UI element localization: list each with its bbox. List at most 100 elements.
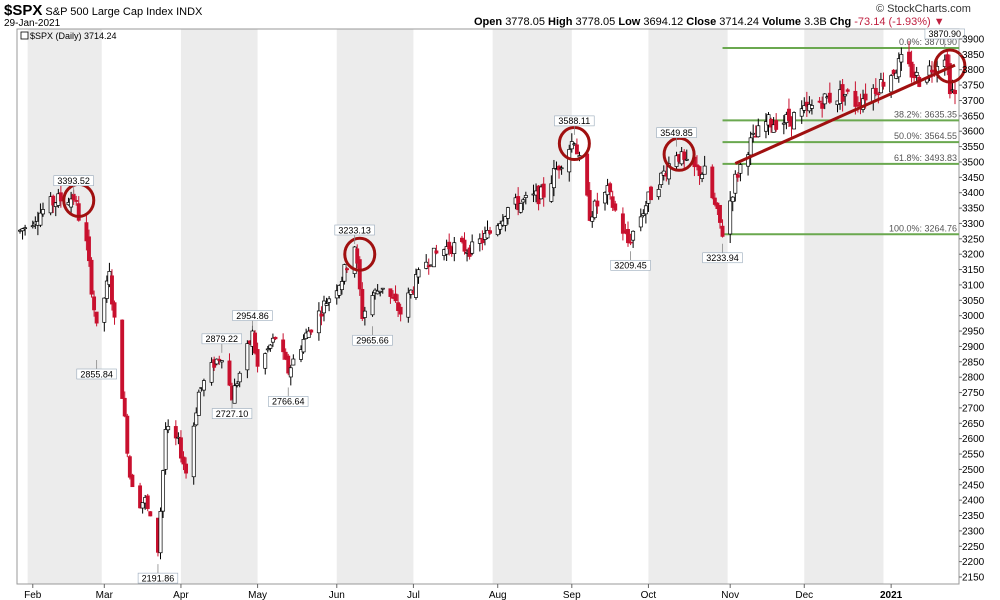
y-tick-label: 3600 [962, 127, 985, 138]
chg-label: Chg [829, 16, 852, 28]
candle-body [610, 196, 615, 208]
candle [748, 131, 753, 166]
candle [444, 239, 449, 261]
candle-body [102, 297, 107, 323]
candle [764, 113, 768, 139]
candle [710, 164, 715, 200]
candle [414, 268, 418, 300]
candle-body [521, 199, 526, 203]
month-band [180, 29, 258, 584]
candle [209, 357, 214, 386]
candle [112, 300, 117, 325]
candle [270, 333, 275, 347]
annotation-box [268, 396, 309, 407]
price-annotation: 2727.10 [211, 399, 253, 419]
annotation-label: 3209.45 [614, 261, 647, 271]
candle-body [306, 330, 311, 338]
y-tick-label: 3250 [962, 234, 985, 245]
candle [728, 191, 733, 244]
candle-body [638, 216, 643, 228]
y-tick-label: 2950 [962, 327, 985, 338]
candle-body [166, 426, 171, 431]
y-tick-label: 2150 [962, 573, 985, 584]
candle-body [145, 495, 150, 509]
candle [470, 234, 475, 256]
candle [253, 330, 257, 355]
close-value: 3714.24 [719, 16, 760, 28]
candle [899, 47, 904, 71]
candle-body [495, 225, 500, 236]
candle [947, 54, 952, 99]
candle-body [684, 158, 689, 161]
candle-body [551, 168, 556, 189]
candle-body [125, 415, 130, 454]
candle [603, 191, 607, 211]
y-tick-label: 2850 [962, 357, 985, 368]
y-tick-label: 3450 [962, 173, 985, 184]
price-annotation: 2855.84 [76, 360, 117, 379]
candle [148, 511, 153, 517]
candle [518, 202, 523, 214]
candle-body [746, 154, 751, 167]
candle-body [414, 274, 418, 298]
annotation-label: 2855.84 [80, 369, 113, 379]
close-label: Close [686, 16, 717, 28]
annotation-label: 3233.13 [338, 225, 371, 235]
candle [337, 284, 342, 299]
candle-body [232, 385, 237, 404]
candle [827, 82, 832, 105]
candle [666, 156, 671, 185]
low-value: 3694.12 [643, 16, 684, 28]
candle [74, 195, 79, 206]
candle-body [820, 102, 825, 109]
candle [907, 40, 911, 67]
candle-body [87, 236, 91, 262]
candle-body [196, 391, 201, 416]
candle-body [245, 343, 250, 371]
annotation-label: 3549.85 [660, 128, 693, 138]
candle [516, 187, 521, 216]
candle-body [327, 298, 332, 303]
candle-body [161, 470, 166, 512]
candle [495, 223, 500, 237]
candle-body [764, 121, 768, 132]
x-tick-label: Nov [721, 590, 739, 600]
candle-body [781, 122, 786, 125]
x-tick-label: Feb [24, 590, 42, 600]
y-tick-label: 3150 [962, 265, 985, 276]
candle-body [444, 246, 449, 255]
candle [138, 482, 143, 509]
y-tick-label: 2900 [962, 342, 985, 353]
candle [822, 93, 827, 110]
candle [378, 290, 383, 297]
candle [434, 244, 439, 255]
candle-body [355, 248, 360, 264]
candle [769, 117, 774, 133]
candle-body [255, 349, 260, 367]
candle [462, 232, 467, 255]
price-annotation: 3393.52 [53, 175, 94, 195]
annotation-label: 2879.22 [206, 334, 239, 344]
candle [104, 275, 109, 303]
candle-body [324, 303, 329, 306]
annotation-box [610, 259, 651, 271]
candle [569, 133, 574, 153]
candle-body [235, 383, 240, 386]
candle [447, 233, 452, 256]
x-tick-label: Mar [96, 590, 114, 600]
month-band [804, 29, 884, 584]
candle [431, 247, 436, 268]
annotation-box [352, 334, 393, 346]
candle [362, 306, 367, 326]
candle-body [288, 367, 293, 378]
candle [503, 215, 508, 232]
candle-body [628, 241, 633, 244]
candle [541, 177, 546, 207]
candle [380, 287, 385, 294]
x-tick-label: Jul [407, 590, 420, 600]
candle [319, 306, 324, 326]
candle-body [273, 336, 278, 340]
high-value: 3778.05 [575, 16, 616, 28]
candle-body [406, 292, 411, 318]
